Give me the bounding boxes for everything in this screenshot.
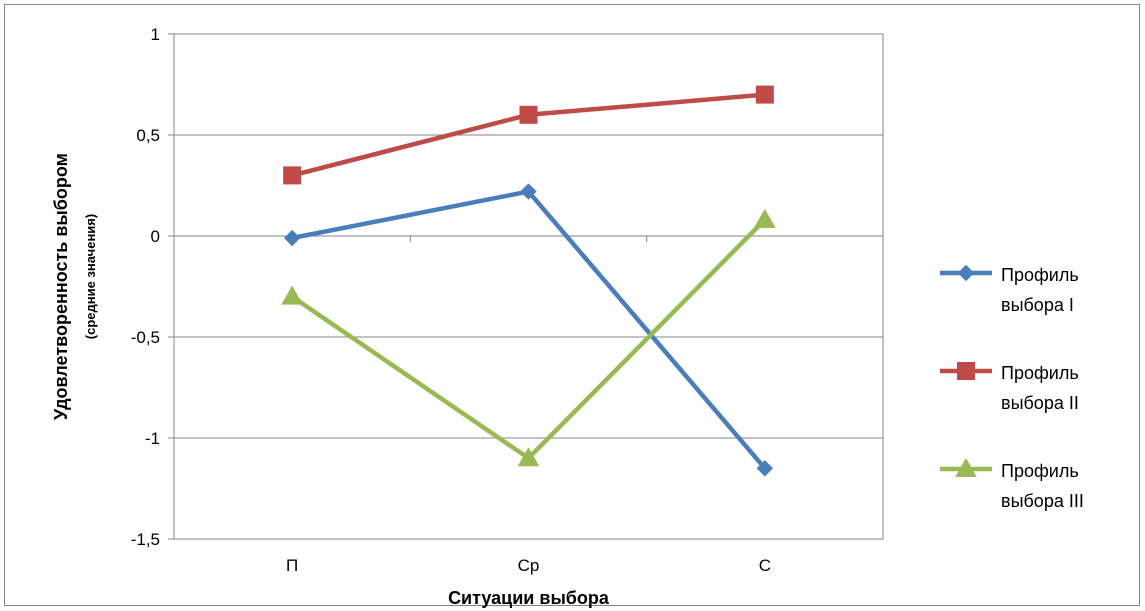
x-tick-label: С (759, 556, 771, 575)
series-line (290, 218, 767, 461)
legend-entry: Профиль выбора I (940, 264, 1079, 315)
series-group (281, 208, 776, 467)
x-tick-label: П (286, 556, 298, 575)
chart-area (4, 4, 1140, 606)
data-point (281, 285, 304, 305)
data-point (519, 105, 538, 124)
data-point (753, 208, 776, 228)
legend-label: Профиль (1001, 363, 1079, 383)
legend-label: выбора II (1001, 393, 1079, 413)
data-point (756, 460, 774, 477)
data-point (520, 183, 537, 200)
y-tick-label: 1 (151, 25, 160, 44)
legend-entry: Профиль выбора II (940, 362, 1079, 413)
y-tick-label: 0 (151, 227, 160, 246)
legend-entry: Профиль выбора III (940, 457, 1084, 511)
legend-label: выбора I (1001, 295, 1074, 315)
data-point (957, 264, 975, 282)
data-point (517, 447, 540, 467)
y-tick-label: -1 (145, 429, 160, 448)
legend: Профиль выбора I Профиль выбора II Профиль вы… (940, 264, 1084, 511)
grid-lines (173, 33, 884, 540)
data-point (283, 229, 301, 247)
legend-label: Профиль (1001, 461, 1079, 481)
axes: 1 0,5 0 -0,5 -1 -1,5 П Ср С (131, 25, 884, 575)
series-layer (281, 85, 776, 477)
y-axis-title: Удовлетворенность выбором (51, 153, 71, 420)
data-point (957, 362, 975, 380)
x-axis-title: Ситуации выбора (448, 588, 610, 608)
series-group (283, 183, 774, 477)
y-tick-label: -1,5 (131, 530, 160, 549)
data-point (955, 457, 977, 477)
data-point (283, 166, 302, 185)
y-tick-label: 0,5 (136, 126, 160, 145)
y-axis-subtitle: (средние значения) (83, 214, 98, 339)
series-group (283, 85, 774, 185)
data-point (755, 85, 774, 104)
series-line (291, 189, 767, 470)
y-tick-label: -0,5 (131, 328, 160, 347)
y-axis-title-group: Удовлетворенность выбором (средние значе… (51, 153, 98, 420)
legend-label: выбора III (1001, 491, 1084, 511)
legend-label: Профиль (1001, 265, 1079, 285)
x-tick-label: Ср (518, 556, 540, 575)
